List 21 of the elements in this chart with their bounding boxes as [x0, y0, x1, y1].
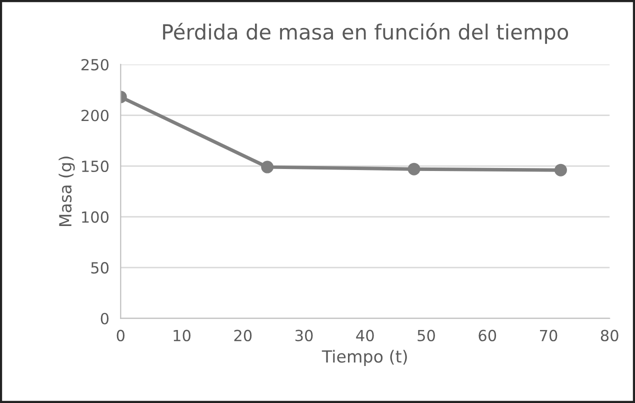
y-tick-label: 200 [81, 110, 109, 122]
x-tick-label: 0 [116, 330, 124, 342]
x-tick-label: 20 [234, 330, 252, 342]
x-tick-label: 80 [600, 330, 618, 342]
y-tick-label: 250 [81, 58, 109, 70]
x-tick-label: 10 [174, 330, 190, 342]
x-axis-title: Tiempo (t) [322, 350, 407, 366]
y-tick-label: 0 [100, 312, 109, 324]
x-tick-label: 50 [418, 330, 435, 342]
point [408, 162, 420, 176]
x-tick-label: 40 [356, 330, 374, 342]
x-tick-label: 60 [478, 330, 496, 342]
y-tick-label: 150 [82, 160, 109, 172]
point [261, 160, 274, 174]
point [554, 164, 567, 176]
y-axis-title: Masa (g) [58, 156, 75, 226]
y-tick-label: 50 [91, 262, 109, 274]
x-tick-label: 30 [295, 330, 313, 342]
chart-title: Pérdida de masa en función del tiempo [163, 22, 568, 44]
y-tick-label: 100 [82, 211, 109, 223]
x-tick-label: 70 [540, 330, 558, 342]
